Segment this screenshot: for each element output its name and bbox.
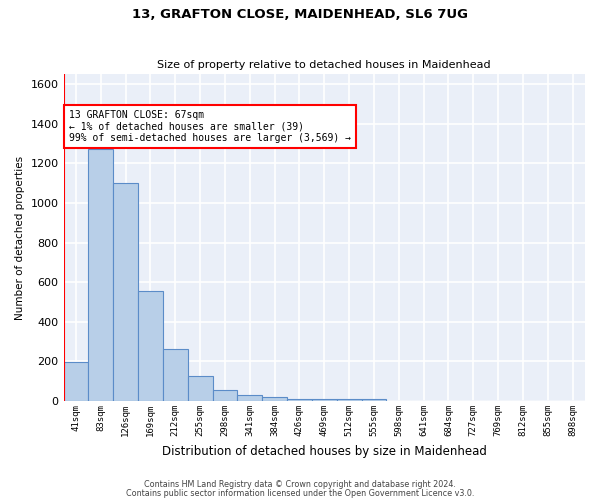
Bar [163, 348, 188, 401]
Bar [362, 399, 386, 401]
Title: Size of property relative to detached houses in Maidenhead: Size of property relative to detached ho… [157, 60, 491, 70]
Bar [88, 150, 113, 401]
Text: 13, GRAFTON CLOSE, MAIDENHEAD, SL6 7UG: 13, GRAFTON CLOSE, MAIDENHEAD, SL6 7UG [132, 8, 468, 20]
Text: Contains public sector information licensed under the Open Government Licence v3: Contains public sector information licen… [126, 489, 474, 498]
Bar [312, 399, 337, 401]
Bar [212, 390, 238, 401]
Y-axis label: Number of detached properties: Number of detached properties [15, 156, 25, 320]
Bar [287, 399, 312, 401]
X-axis label: Distribution of detached houses by size in Maidenhead: Distribution of detached houses by size … [162, 444, 487, 458]
Text: Contains HM Land Registry data © Crown copyright and database right 2024.: Contains HM Land Registry data © Crown c… [144, 480, 456, 489]
Bar [337, 399, 362, 401]
Bar [188, 376, 212, 401]
Text: 13 GRAFTON CLOSE: 67sqm
← 1% of detached houses are smaller (39)
99% of semi-det: 13 GRAFTON CLOSE: 67sqm ← 1% of detached… [69, 110, 351, 143]
Bar [113, 183, 138, 401]
Bar [138, 291, 163, 401]
Bar [262, 397, 287, 401]
Bar [64, 362, 88, 401]
Bar [238, 395, 262, 401]
